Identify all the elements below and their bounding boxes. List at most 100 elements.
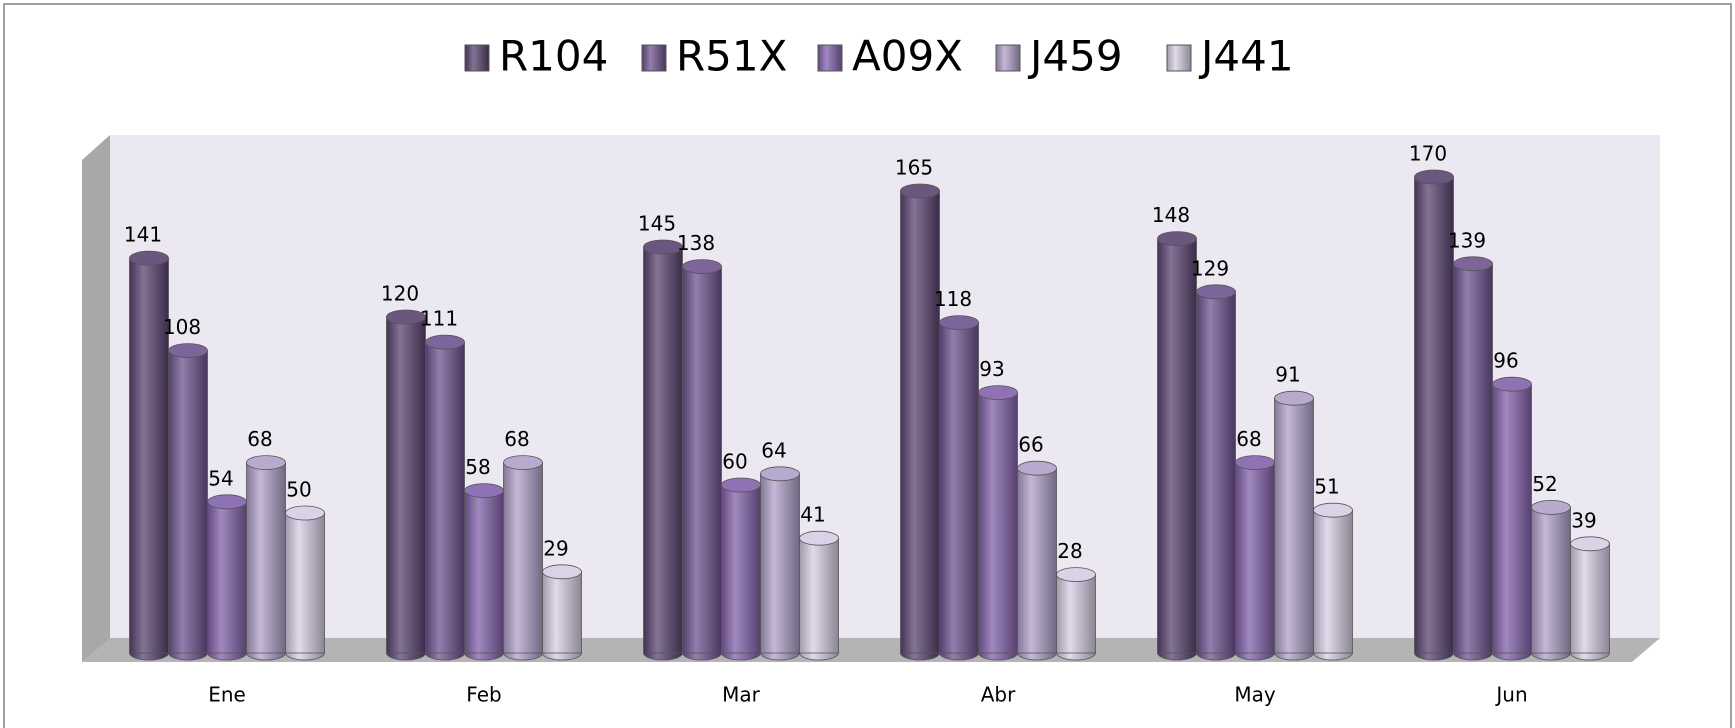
data-label: 141	[124, 223, 162, 247]
bar	[503, 462, 543, 654]
data-label: 138	[677, 231, 715, 255]
bar	[939, 322, 979, 654]
bar	[1056, 574, 1096, 654]
x-tick-label: Feb	[466, 683, 501, 707]
data-label: 60	[722, 450, 747, 474]
bar	[207, 501, 247, 654]
data-label: 145	[638, 212, 676, 236]
bar	[760, 473, 800, 654]
bar	[425, 341, 465, 654]
bar-top	[1157, 231, 1197, 247]
data-label: 54	[208, 466, 233, 490]
bar-top	[682, 259, 722, 275]
bar-top	[246, 455, 286, 471]
bar	[1414, 176, 1454, 654]
legend-swatch	[995, 44, 1021, 72]
data-label: 68	[247, 427, 272, 451]
bar-top	[285, 505, 325, 521]
data-label: 39	[1571, 508, 1596, 532]
data-label: 170	[1409, 142, 1447, 166]
legend-swatch	[817, 44, 843, 72]
bar	[1274, 397, 1314, 654]
bar-top	[425, 334, 465, 350]
bar-top	[542, 564, 582, 580]
legend-swatch	[1166, 44, 1192, 72]
bar	[464, 490, 504, 654]
bar	[682, 266, 722, 654]
bar-top	[386, 309, 426, 325]
data-label: 108	[163, 315, 201, 339]
data-label: 91	[1275, 363, 1300, 387]
bar	[1453, 263, 1493, 654]
x-tick-label: Ene	[208, 683, 246, 707]
bar-top	[1531, 499, 1571, 515]
data-label: 29	[543, 536, 568, 560]
bar-top	[799, 530, 839, 546]
bar-top	[643, 239, 683, 255]
bar-top	[207, 494, 247, 510]
data-label: 129	[1191, 256, 1229, 280]
data-label: 52	[1532, 472, 1557, 496]
bar	[1531, 506, 1571, 654]
bar-top	[900, 183, 940, 199]
bar-top	[760, 466, 800, 482]
bar-top	[1570, 536, 1610, 552]
bar	[1492, 383, 1532, 654]
legend-label: A09X	[852, 32, 963, 81]
data-label: 64	[761, 438, 786, 462]
data-label: 66	[1018, 433, 1043, 457]
data-label: 50	[286, 478, 311, 502]
bar-top	[1056, 567, 1096, 582]
bar-top	[1453, 256, 1493, 272]
bar-top	[1274, 390, 1314, 406]
bar	[386, 316, 426, 654]
bar	[799, 537, 839, 654]
bar	[978, 392, 1018, 654]
bar	[643, 246, 683, 654]
data-label: 68	[1236, 427, 1261, 451]
bar	[1196, 291, 1236, 654]
data-label: 120	[381, 282, 419, 306]
bar-top	[503, 455, 543, 471]
legend-label: R51X	[676, 32, 787, 81]
x-tick-label: Jun	[1494, 683, 1527, 707]
data-label: 58	[465, 455, 490, 479]
bar-top	[1196, 284, 1236, 300]
bar-top	[978, 385, 1018, 401]
bar	[1313, 509, 1353, 654]
bar	[168, 350, 208, 654]
data-label: 68	[504, 427, 529, 451]
bar	[721, 484, 761, 654]
data-label: 118	[934, 287, 972, 311]
data-label: 51	[1314, 475, 1339, 499]
x-tick-label: May	[1234, 683, 1276, 707]
bar-top	[129, 250, 169, 266]
legend-swatch	[641, 44, 667, 72]
bar-top	[1492, 376, 1532, 392]
data-label: 148	[1152, 203, 1190, 227]
bar	[1157, 238, 1197, 654]
legend-label: J441	[1198, 32, 1294, 81]
data-label: 28	[1057, 539, 1082, 563]
bar	[1235, 462, 1275, 654]
x-tick-label: Mar	[722, 683, 761, 707]
data-label: 111	[420, 307, 458, 331]
bar	[542, 571, 582, 654]
legend-swatch	[464, 44, 490, 72]
bar-top	[721, 477, 761, 493]
bar	[246, 462, 286, 654]
data-label: 41	[800, 503, 825, 527]
bar-top	[1235, 455, 1275, 471]
bar	[285, 512, 325, 654]
bar	[900, 190, 940, 654]
side-wall	[82, 135, 110, 662]
bar-top	[1414, 169, 1454, 185]
bar-top	[1313, 502, 1353, 518]
legend-label: J459	[1027, 32, 1123, 81]
bar-top	[939, 315, 979, 331]
data-label: 165	[895, 156, 933, 180]
bar	[1017, 467, 1057, 654]
x-tick-label: Abr	[981, 683, 1016, 707]
bar-top	[1017, 460, 1057, 476]
